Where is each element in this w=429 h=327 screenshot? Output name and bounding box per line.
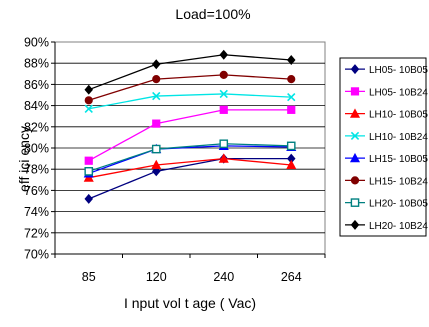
legend: LH05- 10B05 LH05- 10B24 LH10- 10B05 LH10- 1… (339, 57, 428, 237)
data-point (287, 105, 296, 114)
series-line (88, 93, 292, 110)
legend-label: LH05- 10B24 (369, 87, 428, 98)
data-point (287, 75, 296, 84)
y-tick-label: 88% (24, 57, 49, 71)
legend-label: LH15- 10B05 (369, 154, 428, 165)
legend-label: LH05- 10B05 (369, 65, 428, 76)
data-point (151, 159, 162, 170)
x-tick-label: 85 (82, 270, 96, 284)
data-point (84, 193, 94, 204)
data-point (84, 167, 94, 176)
y-tick-label: 70% (24, 248, 49, 262)
series-line (88, 157, 292, 200)
data-point (151, 59, 161, 70)
data-point (151, 166, 161, 177)
y-tick-label: 78% (24, 163, 49, 177)
data-point (84, 84, 94, 95)
legend-marker (350, 219, 360, 230)
y-tick-label: 74% (24, 205, 49, 219)
series-line (88, 143, 292, 172)
data-point (286, 141, 296, 151)
series-line (88, 157, 292, 179)
legend-label: LH15- 10B24 (369, 176, 428, 187)
series-line (88, 54, 292, 91)
chart-title: Load=100% (175, 6, 250, 22)
legend-marker (350, 87, 360, 96)
plot-area: 70% 72% 74% 76% 78% 80% 82% 84% 86% 88% 90% 85 120 24… (24, 36, 326, 284)
y-tick-label: 76% (24, 184, 49, 198)
data-point (219, 70, 228, 79)
y-tick-label: 82% (24, 120, 49, 134)
y-tick-label: 90% (24, 36, 49, 50)
y-tick-label: 86% (24, 78, 49, 92)
data-point (152, 75, 161, 84)
data-point (219, 89, 228, 99)
legend-label: LH10- 10B05 (369, 110, 428, 121)
legend-marker (350, 176, 360, 185)
data-point (219, 49, 229, 60)
legend-label: LH20- 10B05 (369, 199, 428, 210)
y-tick-label: 72% (24, 226, 49, 240)
legend-marker (349, 108, 361, 118)
data-point (287, 92, 296, 102)
data-point (286, 159, 297, 170)
data-point (152, 91, 161, 101)
data-point (151, 144, 161, 154)
x-axis-label: I nput vol t age ( Vac) (124, 295, 256, 311)
data-point (286, 55, 296, 65)
legend-label: LH20- 10B24 (369, 221, 428, 232)
data-point (219, 139, 229, 149)
y-axis-label: eff ici ency (16, 126, 32, 192)
data-point (152, 119, 161, 128)
data-point (218, 153, 229, 163)
series-line (88, 145, 292, 175)
legend-marker (350, 198, 360, 207)
legend-label: LH10- 10B24 (369, 132, 428, 143)
data-point (84, 104, 93, 113)
series-line (88, 74, 292, 101)
data-point (84, 156, 93, 165)
x-tick-label: 120 (146, 270, 167, 284)
legend-marker (350, 131, 360, 141)
data-point (219, 105, 228, 114)
x-tick-label: 264 (281, 270, 302, 284)
series-line (88, 109, 292, 162)
legend-marker (350, 64, 360, 75)
y-tick-label: 84% (24, 99, 49, 113)
x-tick-label: 240 (213, 270, 234, 284)
data-point (84, 96, 93, 105)
y-tick-label: 80% (24, 142, 49, 156)
legend-marker (349, 152, 361, 163)
